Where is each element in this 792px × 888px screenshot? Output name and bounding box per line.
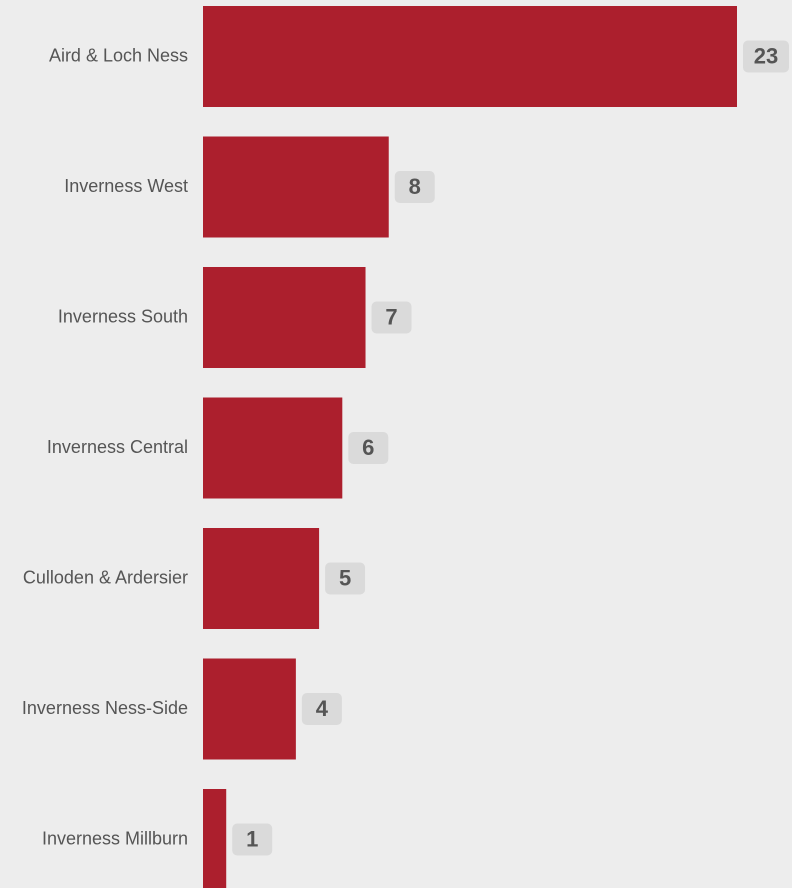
bar [203, 789, 227, 888]
bar [203, 658, 296, 760]
category-label: Inverness South [58, 306, 188, 326]
category-label: Aird & Loch Ness [49, 45, 188, 65]
value-label-box [301, 693, 342, 725]
value-label: 8 [409, 174, 421, 199]
value-label-box [394, 171, 435, 203]
bar [203, 397, 343, 499]
bar [203, 528, 320, 629]
value-label-box [325, 562, 366, 595]
category-label: Inverness Millburn [42, 828, 188, 848]
category-label: Inverness Ness-Side [22, 698, 188, 718]
bars-group: Aird & Loch Ness 23 Inverness West 8 Inverne… [22, 6, 789, 888]
value-label-box [743, 40, 789, 73]
value-label-box [348, 432, 389, 464]
value-label: 23 [754, 43, 778, 68]
bar [203, 6, 737, 107]
bar [203, 136, 389, 238]
value-label: 6 [362, 435, 374, 460]
category-label: Culloden & Ardersier [23, 567, 188, 587]
bar [203, 267, 366, 368]
value-label-box [232, 823, 273, 856]
value-label: 4 [316, 696, 329, 721]
value-label: 5 [339, 565, 351, 590]
value-label: 1 [246, 826, 258, 851]
value-label: 7 [385, 304, 397, 329]
category-label: Inverness West [64, 176, 188, 196]
category-label: Inverness Central [47, 437, 188, 457]
value-label-box [371, 301, 412, 334]
